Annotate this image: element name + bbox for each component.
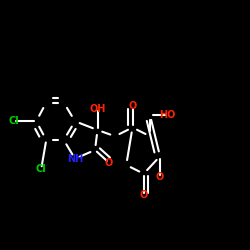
- Text: O: O: [104, 158, 113, 168]
- Text: HO: HO: [159, 110, 176, 120]
- Text: O: O: [140, 190, 148, 200]
- Text: Cl: Cl: [8, 116, 19, 126]
- Text: NH: NH: [67, 154, 83, 164]
- Text: O: O: [128, 101, 136, 111]
- Text: Cl: Cl: [36, 164, 46, 174]
- Text: OH: OH: [89, 104, 106, 114]
- Text: O: O: [156, 172, 164, 182]
